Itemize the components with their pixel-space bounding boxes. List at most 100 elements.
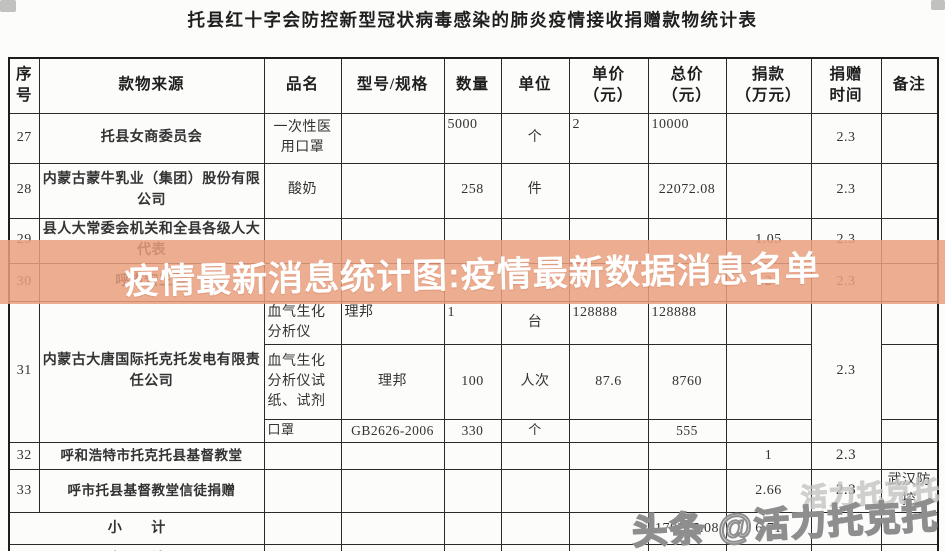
cell-serial: 27: [8, 112, 40, 164]
cell-source: 呼和浩特市托克托县基督教堂: [38, 441, 265, 470]
cell-price: [568, 419, 649, 443]
cell-donation: [725, 162, 812, 219]
cell-price: 128888: [568, 300, 649, 346]
header-note: 备注: [880, 57, 939, 114]
cell-item: [263, 544, 342, 551]
cell-item: 口罩: [263, 419, 342, 443]
header-date: 捐赠 时间: [810, 57, 882, 114]
overlay-banner: 疫情最新消息统计图:疫情最新数据消息名单: [0, 240, 945, 304]
cell-qty: 330: [443, 419, 502, 443]
cell-total: 555: [647, 419, 727, 443]
header-price: 单价 （元）: [568, 57, 649, 114]
cell-item: 酸奶: [263, 162, 342, 219]
cell-donation: [725, 300, 812, 346]
cell-item: 血气生化分析仪试纸、试剂: [263, 344, 342, 421]
table-row: 33 呼市托县基督教堂信徒捐赠 2.66 2.3 武汉防控: [8, 468, 939, 514]
cell-serial: 28: [8, 162, 40, 219]
cell-note: [880, 300, 939, 346]
cell-donation: [725, 344, 812, 421]
cell-qty: [443, 441, 502, 470]
cell-source: 内蒙古蒙牛乳业（集团）股份有限公司: [38, 162, 265, 219]
cell-spec: GB2626-2006: [340, 419, 445, 443]
cell-note: [880, 419, 939, 443]
cell-spec: [340, 162, 445, 219]
cell-spec: 理邦: [340, 300, 445, 346]
cell-spec: [340, 112, 445, 164]
scan-artifact: [931, 0, 945, 10]
cell-qty: 100: [443, 344, 502, 421]
cell-qty: 5000: [443, 112, 502, 164]
cell-note: [880, 162, 939, 219]
grand-total-row: 合 计 312125.08 154.41: [8, 544, 939, 551]
cell-item: [263, 441, 342, 470]
cell-donation: 2.66: [725, 468, 812, 514]
cell-price: [568, 162, 649, 219]
cell-date: 2.3: [810, 112, 882, 164]
page-title: 托县红十字会防控新型冠状病毒感染的肺炎疫情接收捐赠款物统计表: [187, 10, 758, 30]
cell-price: [568, 441, 649, 470]
cell-source: 呼市托县基督教堂信徒捐赠: [38, 468, 265, 514]
table-row: 31 内蒙古大唐国际托克托发电有限责任公司 血气生化分析仪 理邦 1 台 128…: [8, 300, 939, 443]
table-row: 32 呼和浩特市托克托县基督教堂 1 2.3: [8, 441, 939, 470]
cell-donation: [725, 112, 812, 164]
table-row: 血气生化分析仪试纸、试剂 理邦 100 人次 87.6 8760: [9, 344, 939, 421]
cell-total: 10000: [647, 112, 727, 164]
cell-total: 128888: [647, 300, 727, 346]
cell-qty: [443, 512, 502, 546]
cell-unit: [500, 468, 570, 514]
header-qty: 数量: [443, 57, 502, 114]
cell-item: [263, 512, 342, 546]
cell-date: 2.3: [810, 300, 882, 443]
cell-spec: [340, 468, 445, 514]
cell-item: [263, 468, 342, 514]
cell-note: 武汉防控: [880, 468, 939, 514]
subtotal-donation: 6.71: [725, 512, 812, 546]
cell-qty: 1: [443, 300, 502, 346]
header-donation: 捐款 （万元）: [725, 57, 812, 114]
cell-unit: 人次: [500, 344, 570, 421]
header-total: 总价 （元）: [647, 57, 727, 114]
header-source: 款物来源: [38, 57, 265, 114]
cell-note: [880, 344, 939, 421]
header-unit: 单位: [500, 57, 570, 114]
cell-serial: 33: [8, 468, 40, 514]
scan-artifact: [0, 0, 16, 12]
cell-qty: 258: [443, 162, 502, 219]
table-row: 27 托县女商委员会 一次性医用口罩 5000 个 2 10000 2.3: [8, 112, 939, 164]
cell-note: [880, 512, 939, 546]
cell-qty: [443, 468, 502, 514]
cell-date: 2.3: [810, 441, 882, 470]
table-row: 口罩 GB2626-2006 330 个 555: [9, 419, 939, 443]
cell-qty: [443, 544, 502, 551]
cell-unit: [500, 544, 570, 551]
cell-source: 内蒙古大唐国际托克托发电有限责任公司: [38, 300, 265, 443]
cell-serial: 32: [8, 441, 40, 470]
cell-unit: 台: [500, 300, 570, 346]
cell-total: 22072.08: [647, 162, 727, 219]
cell-date: [810, 544, 882, 551]
cell-note: [880, 441, 939, 470]
overlay-banner-text: 疫情最新消息统计图:疫情最新数据消息名单: [123, 248, 822, 302]
grand-total-label: 合 计: [8, 544, 265, 551]
cell-date: 2.3: [810, 162, 882, 219]
subtotal-total: 170275.08: [647, 512, 727, 546]
cell-total: [647, 441, 727, 470]
cell-source: 托县女商委员会: [38, 112, 265, 164]
header-spec: 型号/规格: [340, 57, 445, 114]
cell-unit: 个: [500, 112, 570, 164]
header-item: 品名: [263, 57, 342, 114]
cell-note: [880, 112, 939, 164]
cell-price: 87.6: [568, 344, 649, 421]
cell-spec: [340, 441, 445, 470]
header-serial: 序 号: [8, 57, 40, 114]
cell-unit: [500, 512, 570, 546]
cell-unit: 个: [500, 419, 570, 443]
cell-unit: [500, 441, 570, 470]
table-row: 28 内蒙古蒙牛乳业（集团）股份有限公司 酸奶 258 件 22072.08 2…: [8, 162, 939, 219]
cell-donation: [725, 419, 812, 443]
cell-total: 8760: [647, 344, 727, 421]
cell-serial: 31: [8, 300, 40, 443]
table-header-row: 序 号 款物来源 品名 型号/规格 数量 单位 单价 （元） 总价 （元） 捐款…: [8, 57, 939, 114]
cell-spec: [340, 512, 445, 546]
